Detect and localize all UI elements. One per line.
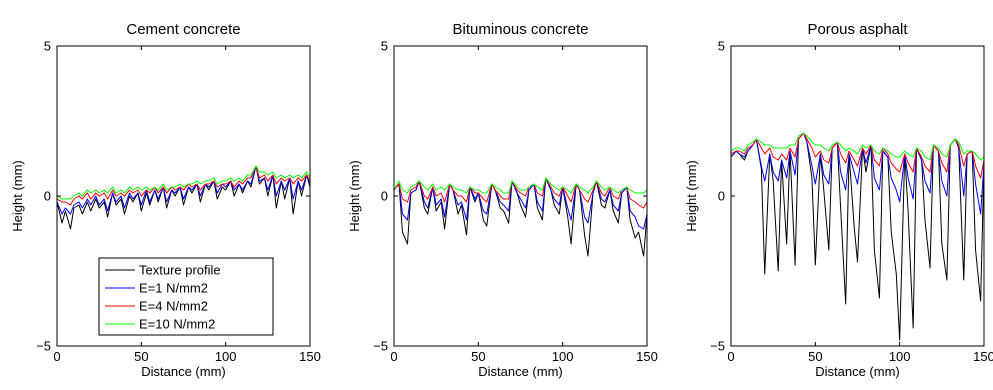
y-axis-label: Height (mm) xyxy=(684,160,699,232)
x-tick-label: 150 xyxy=(973,349,993,364)
y-tick-label: 0 xyxy=(381,189,388,204)
plot-frame xyxy=(393,45,648,347)
x-tick-label: 150 xyxy=(636,349,658,364)
series-line-e-10-n-mm2 xyxy=(57,165,310,200)
plot-frame xyxy=(730,45,985,347)
y-tick-label: 0 xyxy=(44,189,51,204)
series-line-e-1-n-mm2 xyxy=(731,132,984,215)
x-tick-label: 150 xyxy=(299,349,321,364)
legend: Texture profile E=1 N/mm2 E=4 N/mm2 E=10 N/… xyxy=(98,257,274,336)
series-line-e-4-n-mm2 xyxy=(731,132,984,179)
y-tick-label: −5 xyxy=(36,339,51,354)
x-tick-label: 0 xyxy=(727,349,734,364)
series-line-texture-profile xyxy=(57,165,310,230)
x-tick-label: 50 xyxy=(471,349,485,364)
x-axis-label: Distance (mm) xyxy=(815,364,900,379)
legend-box xyxy=(98,257,274,336)
x-tick-label: 50 xyxy=(134,349,148,364)
legend-label: E=4 N/mm2 xyxy=(139,299,208,314)
legend-label: Texture profile xyxy=(139,263,221,278)
series-line-texture-profile xyxy=(731,132,984,341)
series-line-e-10-n-mm2 xyxy=(731,132,984,161)
y-tick-label: −5 xyxy=(710,339,725,354)
y-tick-label: 5 xyxy=(381,39,388,54)
series-line-e-1-n-mm2 xyxy=(394,177,647,230)
legend-label: E=10 N/mm2 xyxy=(139,317,215,332)
y-axis-label: Height (mm) xyxy=(347,160,362,232)
series-line-e-4-n-mm2 xyxy=(57,165,310,206)
chart-title: Porous asphalt xyxy=(807,21,908,38)
x-tick-label: 100 xyxy=(889,349,911,364)
series-line-e-4-n-mm2 xyxy=(394,177,647,209)
series-group xyxy=(394,177,647,257)
series-group xyxy=(57,165,310,230)
x-axis-label: Distance (mm) xyxy=(478,364,563,379)
y-axis-label: Height (mm) xyxy=(10,160,25,232)
y-tick-label: 0 xyxy=(718,189,725,204)
y-tick-label: −5 xyxy=(373,339,388,354)
x-tick-label: 100 xyxy=(552,349,574,364)
x-tick-label: 100 xyxy=(215,349,237,364)
series-line-texture-profile xyxy=(394,177,647,257)
legend-label: E=1 N/mm2 xyxy=(139,281,208,296)
x-axis-label: Distance (mm) xyxy=(141,364,226,379)
series-line-e-10-n-mm2 xyxy=(394,177,647,194)
x-tick-label: 0 xyxy=(390,349,397,364)
series-group xyxy=(731,132,984,341)
y-tick-label: 5 xyxy=(718,39,725,54)
x-tick-label: 0 xyxy=(53,349,60,364)
series-line-e-1-n-mm2 xyxy=(57,165,310,215)
chart-title: Bituminous concrete xyxy=(453,21,589,38)
y-tick-label: 5 xyxy=(44,39,51,54)
x-tick-label: 50 xyxy=(808,349,822,364)
chart-title: Cement concrete xyxy=(126,21,240,38)
